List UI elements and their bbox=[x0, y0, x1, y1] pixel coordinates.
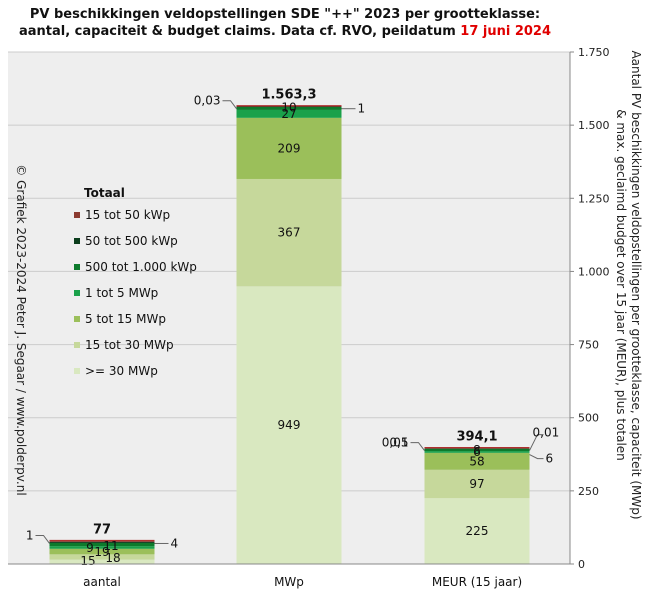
bar-segment bbox=[49, 548, 155, 555]
callout-leader bbox=[222, 100, 237, 110]
data-label: 9 bbox=[86, 541, 94, 555]
callout-leader bbox=[35, 534, 50, 544]
bar-segment bbox=[49, 554, 155, 560]
x-axis: aantal MWp MEUR (15 jaar) bbox=[8, 563, 570, 589]
data-label: 949 bbox=[278, 418, 301, 432]
data-label: 11 bbox=[103, 539, 118, 553]
bar-segment bbox=[424, 447, 530, 449]
data-label: 15 bbox=[80, 554, 95, 568]
y-axis-label: Aantal PV beschikkingen veldopstellingen… bbox=[613, 50, 643, 519]
title-line-2: aantal, capaciteit & budget claims. Data… bbox=[0, 23, 570, 40]
y-tick-label: 1.000 bbox=[578, 265, 610, 278]
legend-title: Totaal bbox=[84, 186, 125, 200]
bar-segment bbox=[424, 448, 530, 452]
copyright-text: © Grafiek 2023-2024 Peter J. Segaar / ww… bbox=[14, 164, 28, 496]
legend: Totaal 15 tot 50 kWp 50 tot 500 kWp 500 tot… bbox=[74, 186, 197, 378]
y-tick-label: 750 bbox=[578, 339, 599, 352]
y-tick-label: 1.500 bbox=[578, 119, 610, 132]
bar-segment bbox=[424, 452, 530, 470]
data-label: 4 bbox=[171, 536, 179, 550]
legend-entry: 1 tot 5 MWp bbox=[85, 286, 158, 300]
legend-swatch bbox=[74, 316, 80, 322]
data-label: 367 bbox=[278, 226, 301, 240]
data-label: 58 bbox=[469, 454, 484, 468]
callout-leader bbox=[529, 454, 544, 460]
legend-swatch bbox=[74, 342, 80, 348]
bar-segment bbox=[49, 559, 155, 564]
y-axis-label-line-1: Aantal PV beschikkingen veldopstellingen… bbox=[629, 50, 643, 520]
x-tick-label: MWp bbox=[274, 575, 304, 589]
bar-segment bbox=[424, 469, 530, 499]
y-axis-label-line-2: & max. geclaimd budget over 15 jaar (MEU… bbox=[614, 109, 628, 461]
data-label: 6 bbox=[546, 452, 554, 466]
x-tick-label: MEUR (15 jaar) bbox=[432, 575, 522, 589]
data-label: 97 bbox=[469, 477, 484, 491]
total-label: 77 bbox=[93, 522, 111, 537]
title-line-1: PV beschikkingen veldopstellingen SDE "+… bbox=[29, 7, 541, 22]
data-label: 6 bbox=[473, 445, 481, 459]
legend-entry: 5 tot 15 MWp bbox=[85, 312, 166, 326]
bar-segment bbox=[49, 542, 155, 547]
x-tick-label: aantal bbox=[83, 575, 121, 589]
data-label: 0,5 bbox=[389, 436, 408, 450]
bar-segment bbox=[236, 117, 342, 179]
y-tick-label: 1.750 bbox=[578, 46, 610, 59]
data-label: 1 bbox=[358, 102, 366, 116]
legend-swatch bbox=[74, 290, 80, 296]
legend-entry: >= 30 MWp bbox=[85, 364, 158, 378]
chart-title: PV beschikkingen veldopstellingen SDE "+… bbox=[0, 6, 570, 40]
y-axis-right: 0 250 500 750 1.000 1.250 1.500 1.750 bbox=[569, 46, 610, 571]
bar-segment bbox=[236, 178, 342, 287]
data-label: 10 bbox=[281, 100, 296, 114]
title-date: 17 juni 2024 bbox=[460, 24, 552, 39]
legend-swatch bbox=[74, 368, 80, 374]
data-label: 0,03 bbox=[194, 94, 221, 108]
data-label: 19 bbox=[94, 545, 109, 559]
data-label: 0,01 bbox=[382, 436, 409, 450]
y-tick-label: 0 bbox=[578, 558, 585, 571]
bar-segment bbox=[236, 105, 342, 107]
data-label: 1 bbox=[26, 528, 34, 542]
title-line-2-text: aantal, capaciteit & budget claims. Data… bbox=[18, 24, 461, 39]
legend-entry: 50 tot 500 kWp bbox=[85, 234, 178, 248]
legend-swatch bbox=[74, 264, 80, 270]
data-label: 209 bbox=[278, 141, 301, 155]
total-label: 1.563,3 bbox=[261, 88, 316, 103]
bar-segment bbox=[424, 498, 530, 564]
y-tick-label: 1.250 bbox=[578, 192, 610, 205]
total-label: 394,1 bbox=[456, 430, 497, 445]
legend-entry: 15 tot 50 kWp bbox=[85, 208, 170, 222]
data-label: 27 bbox=[281, 107, 296, 121]
data-label: 0,01 bbox=[533, 426, 560, 440]
data-label: 8 bbox=[473, 443, 481, 457]
bar-segment bbox=[236, 286, 342, 564]
callout-leader bbox=[529, 434, 544, 451]
bar-segment bbox=[236, 109, 342, 118]
bar-segment bbox=[49, 541, 155, 543]
y-tick-label: 500 bbox=[578, 412, 599, 425]
bar-segment bbox=[49, 540, 155, 542]
data-label: 225 bbox=[466, 524, 489, 538]
callout-leader bbox=[410, 442, 425, 451]
legend-entry: 15 tot 30 MWp bbox=[85, 338, 174, 352]
data-label: 18 bbox=[105, 551, 120, 565]
legend-entry: 500 tot 1.000 kWp bbox=[85, 260, 197, 274]
legend-swatch bbox=[74, 238, 80, 244]
legend-swatch bbox=[74, 212, 80, 218]
y-tick-label: 250 bbox=[578, 485, 599, 498]
bar-segment bbox=[49, 546, 155, 549]
bar-segment bbox=[424, 451, 530, 453]
bar-segment bbox=[236, 107, 342, 110]
